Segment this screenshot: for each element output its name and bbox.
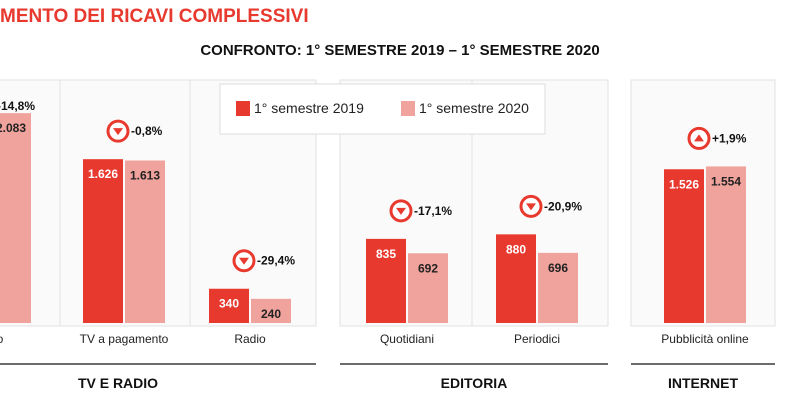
category-label: TV a pagamento <box>80 332 169 346</box>
change-label: -14,8% <box>0 99 35 113</box>
bar-value-label: 880 <box>506 242 526 256</box>
legend-box <box>219 83 546 135</box>
chart-title: MENTO DEI RICAVI COMPLESSIVI <box>0 6 309 27</box>
bar-2019 <box>366 238 406 323</box>
change-label: +1,9% <box>712 131 747 145</box>
bar-value-label: 1.626 <box>88 167 118 181</box>
arrow-down-icon <box>396 207 406 215</box>
category-label: Pubblicità online <box>661 332 749 346</box>
bar-2020 <box>125 160 165 323</box>
bar-2020 <box>251 298 291 323</box>
bar-2020 <box>538 252 578 323</box>
change-label: -17,1% <box>414 204 452 218</box>
group-title: EDITORIA <box>441 375 508 391</box>
bar-2019 <box>83 159 123 323</box>
group-title: TV E RADIO <box>78 375 158 391</box>
change-label: -0,8% <box>131 124 163 138</box>
bar-value-label: 1.554 <box>711 174 741 188</box>
arrow-down-icon <box>239 257 249 265</box>
category-label: Quotidiani <box>380 332 434 346</box>
arrow-up-icon <box>694 134 704 142</box>
bar-value-label: 696 <box>548 261 568 275</box>
legend-label: 1° semestre 2020 <box>419 100 529 116</box>
arrow-down-icon <box>526 203 536 211</box>
change-label: -20,9% <box>544 199 582 213</box>
bar-2019 <box>664 169 704 323</box>
bar-2020 <box>0 113 31 323</box>
change-label: -29,4% <box>257 254 295 268</box>
group-title: INTERNET <box>668 375 738 391</box>
bar-2019 <box>496 234 536 323</box>
legend-label: 1° semestre 2019 <box>254 100 364 116</box>
bar-2020 <box>706 166 746 323</box>
category-label: Periodici <box>514 332 560 346</box>
bar-value-label: 835 <box>376 247 396 261</box>
bar-value-label: 240 <box>261 307 281 321</box>
bar-value-label: 1.613 <box>130 168 160 182</box>
bar-value-label: 340 <box>219 297 239 311</box>
legend-swatch <box>401 101 415 116</box>
arrow-down-icon <box>113 128 123 136</box>
bar-2020 <box>408 253 448 323</box>
bar-value-label: 1.526 <box>669 177 699 191</box>
bar-value-label: 2.083 <box>0 121 26 135</box>
bar-value-label: 692 <box>418 261 438 275</box>
legend-swatch <box>236 101 250 116</box>
category-label: hiaro <box>0 332 4 346</box>
bar-2019 <box>209 288 249 323</box>
chart-subtitle: CONFRONTO: 1° SEMESTRE 2019 – 1° SEMESTR… <box>200 42 600 59</box>
category-label: Radio <box>234 332 266 346</box>
